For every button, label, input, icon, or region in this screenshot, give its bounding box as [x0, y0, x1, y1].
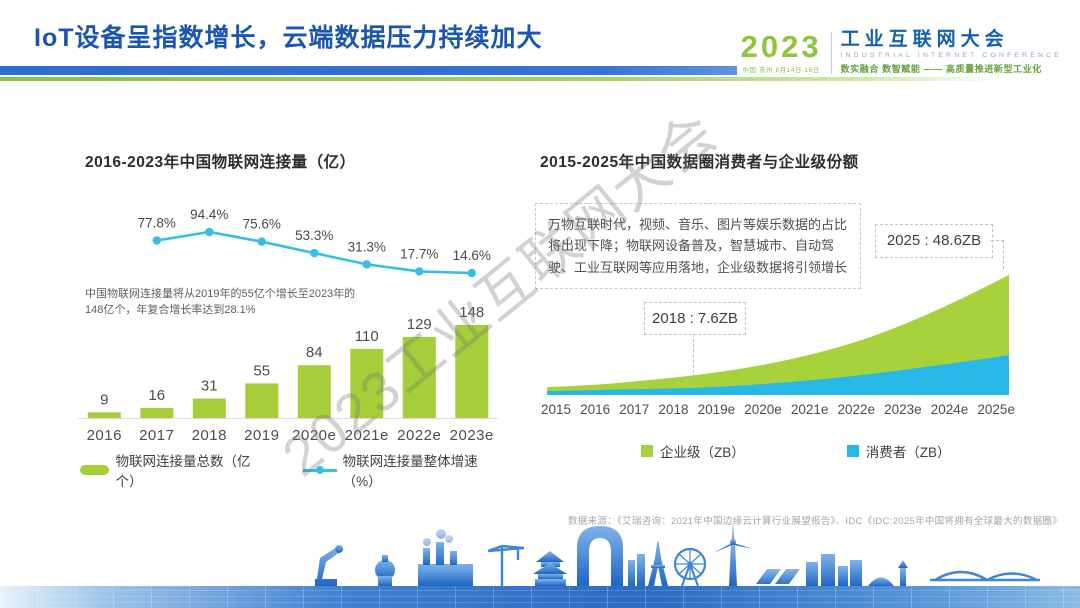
- logo-year-block: 2023 中国·苏州 8月14日-16日: [740, 28, 822, 74]
- right-chart-title: 2015-2025年中国数据圈消费者与企业级份额: [540, 154, 859, 171]
- footer-ground-band: [0, 586, 1080, 608]
- logo-conference-name-en: INDUSTRIAL INTERNET CONFERENCE: [840, 52, 1062, 59]
- bar: [140, 407, 174, 418]
- bar: [402, 336, 436, 418]
- growth-point: [257, 237, 266, 246]
- data-source-note: 数据来源：《艾瑞咨询：2021年中国边缘云计算行业展望报告》、IDC《IDC:2…: [568, 516, 1063, 527]
- legend-item-consumer: 消费者（ZB）: [846, 441, 951, 461]
- x-axis-label: 2021e: [790, 402, 829, 417]
- bar: [350, 348, 384, 418]
- bar-value-label: 9: [100, 391, 108, 408]
- x-axis-label: 2023e: [450, 427, 494, 444]
- legend-label: 物联网连接量整体增速（%）: [342, 454, 478, 489]
- logo-divider: [830, 31, 832, 74]
- logo-slogan: 数实融合 数智赋能 —— 高质量推进新型工业化: [840, 64, 1042, 74]
- x-axis-label: 2018: [658, 402, 689, 417]
- growth-point: [415, 267, 424, 276]
- growth-point: [362, 260, 371, 269]
- growth-point: [205, 227, 214, 237]
- x-axis-label: 2022e: [837, 402, 876, 417]
- legend-label: 企业级（ZB）: [660, 445, 745, 460]
- x-axis-label: 2016: [87, 427, 122, 444]
- growth-value-label: 14.6%: [453, 248, 491, 263]
- datasphere-area-chart: [547, 275, 1009, 395]
- legend-item-line: 物联网连接量整体增速（%）: [303, 450, 508, 490]
- growth-point: [310, 248, 319, 258]
- x-axis-label: 2015: [541, 402, 572, 417]
- x-axis-label: 2020e: [744, 402, 782, 417]
- x-axis-label: 2019e: [697, 402, 736, 417]
- logo-year: 2023: [740, 28, 822, 64]
- bar-value-label: 129: [407, 316, 432, 333]
- bar-value-label: 84: [306, 344, 323, 361]
- legend-label: 物联网连接量总数（亿个）: [115, 454, 251, 489]
- callout-2025: 2025 : 48.6ZB: [875, 224, 993, 258]
- header-divider-green: [0, 77, 1080, 81]
- legend-item-bar: 物联网连接量总数（亿个）: [80, 450, 269, 490]
- bar-value-label: 16: [148, 387, 165, 404]
- callout-2018: 2018 : 7.6ZB: [644, 302, 746, 335]
- bar: [87, 412, 121, 418]
- x-axis-label: 2023e: [884, 402, 922, 417]
- bar: [245, 383, 279, 418]
- legend-item-enterprise: 企业级（ZB）: [641, 441, 745, 461]
- bar-value-label: 31: [201, 378, 218, 395]
- growth-value-label: 77.8%: [138, 216, 176, 231]
- enterprise-series-swatch-icon: [641, 445, 653, 457]
- x-axis-label: 2016: [580, 402, 611, 417]
- growth-value-label: 17.7%: [400, 246, 438, 261]
- x-axis-label: 2018: [192, 427, 227, 444]
- x-axis-label: 2025e: [977, 402, 1015, 417]
- right-chart-legend: 企业级（ZB） 消费者（ZB）: [543, 441, 1013, 461]
- iot-connections-combo-chart: 9 2016 16 2017 31 2018 55 2019 84 2020e 110 2021e 12…: [78, 207, 498, 444]
- bar-value-label: 148: [459, 304, 484, 321]
- logo-name-block: 工业互联网大会 INDUSTRIAL INTERNET CONFERENCE 数…: [841, 30, 1062, 75]
- city-skyline-illustration: [315, 520, 1040, 587]
- bar-series-swatch-icon: [80, 465, 109, 475]
- consumer-area: [547, 355, 1009, 395]
- bar: [297, 365, 331, 418]
- left-chart-legend: 物联网连接量总数（亿个） 物联网连接量整体增速（%）: [80, 450, 508, 490]
- conference-logo: 2023 中国·苏州 8月14日-16日 工业互联网大会 INDUSTRIAL …: [736, 28, 1066, 77]
- line-series-swatch-icon: [303, 465, 338, 475]
- left-chart-title: 2016-2023年中国物联网连接量（亿）: [85, 154, 356, 171]
- page-title: IoT设备呈指数增长，云端数据压力持续加大: [34, 24, 543, 52]
- bar-value-label: 55: [253, 362, 270, 379]
- bar-value-label: 110: [355, 328, 379, 345]
- bar: [455, 325, 489, 418]
- x-axis-label: 2017: [139, 427, 174, 444]
- callout-2025-connector: [991, 240, 1004, 269]
- enterprise-area: [547, 275, 1009, 395]
- x-axis-label: 2022e: [397, 427, 441, 444]
- growth-value-label: 31.3%: [348, 239, 386, 254]
- logo-location-date: 中国·苏州 8月14日-16日: [742, 66, 820, 74]
- left-chart-annotation: 中国物联网连接量将从2019年的55亿个增长至2023年的148亿个，年复合增长…: [85, 288, 356, 316]
- logo-conference-name: 工业互联网大会: [840, 29, 1009, 50]
- x-axis-label: 2024e: [930, 402, 969, 417]
- growth-point: [152, 236, 161, 245]
- consumer-series-swatch-icon: [846, 445, 859, 457]
- callout-2018-connector: [693, 334, 694, 388]
- growth-value-label: 53.3%: [295, 228, 333, 243]
- area-chart-x-axis: 2015 2016 2017 2018 2019e 2020e 2021e 2022e 2023…: [541, 402, 1015, 417]
- growth-value-label: 75.6%: [243, 217, 281, 232]
- growth-point: [467, 268, 476, 278]
- right-chart-note: 万物互联时代，视频、音乐、图片等娱乐数据的占比将出现下降；物联网设备普及，智慧城…: [535, 203, 861, 290]
- header-divider-blue: [0, 66, 1080, 75]
- x-axis-label: 2021e: [345, 427, 389, 444]
- x-axis-label: 2020e: [292, 427, 336, 444]
- x-axis-label: 2017: [619, 402, 650, 417]
- legend-label: 消费者（ZB）: [865, 445, 951, 460]
- growth-value-label: 94.4%: [190, 207, 228, 222]
- x-axis-label: 2019: [244, 427, 279, 444]
- bar: [192, 398, 226, 418]
